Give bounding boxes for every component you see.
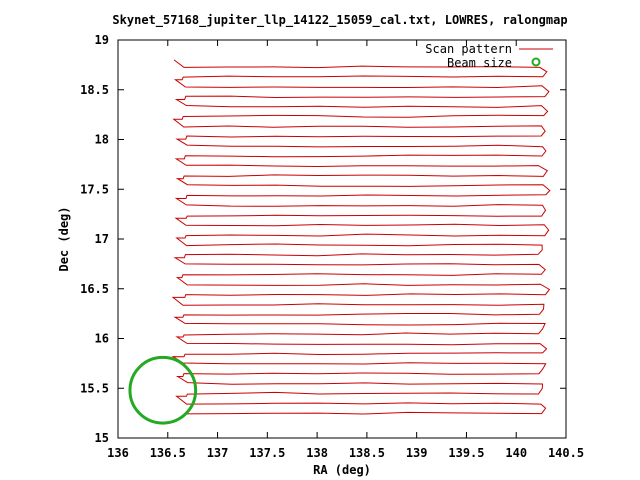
x-tick-label: 140.5 [548, 446, 584, 460]
beam-size-series [128, 355, 198, 425]
chart-title: Skynet_57168_jupiter_llp_14122_15059_cal… [112, 13, 567, 28]
y-tick-label: 17 [95, 232, 109, 246]
x-tick-label: 137 [207, 446, 229, 460]
y-tick-label: 15.5 [80, 381, 109, 395]
y-tick-label: 16 [95, 332, 109, 346]
legend-label-scan-pattern: Scan pattern [425, 42, 512, 56]
scan-pattern-line [171, 59, 551, 417]
y-tick-label: 18 [95, 133, 109, 147]
x-tick-label: 139.5 [448, 446, 484, 460]
x-tick-label: 137.5 [249, 446, 285, 460]
legend-label-beam-size: Beam size [447, 56, 512, 70]
y-axis-ticks: 15 15.5 16 16.5 17 17.5 18 18.5 19 [80, 33, 566, 445]
y-tick-label: 17.5 [80, 182, 109, 196]
y-tick-label: 18.5 [80, 83, 109, 97]
x-tick-label: 140 [505, 446, 527, 460]
x-tick-label: 139 [406, 446, 428, 460]
x-axis-label: RA (deg) [313, 463, 371, 477]
x-tick-label: 138 [306, 446, 328, 460]
beam-size-circle [128, 355, 198, 425]
x-tick-label: 136.5 [150, 446, 186, 460]
legend-swatch-beam-size [531, 57, 541, 67]
plot-frame [117, 39, 567, 439]
y-tick-label: 16.5 [80, 282, 109, 296]
scan-pattern-series [171, 59, 551, 417]
y-tick-label: 19 [95, 33, 109, 47]
x-axis-ticks: 136 136.5 137 137.5 138 138.5 139 139.5 140 140.5 [107, 40, 584, 460]
legend: Scan pattern Beam size [425, 42, 553, 70]
x-tick-label: 138.5 [349, 446, 385, 460]
x-tick-label: 136 [107, 446, 129, 460]
y-axis-label: Dec (deg) [57, 206, 71, 271]
y-tick-label: 15 [95, 431, 109, 445]
